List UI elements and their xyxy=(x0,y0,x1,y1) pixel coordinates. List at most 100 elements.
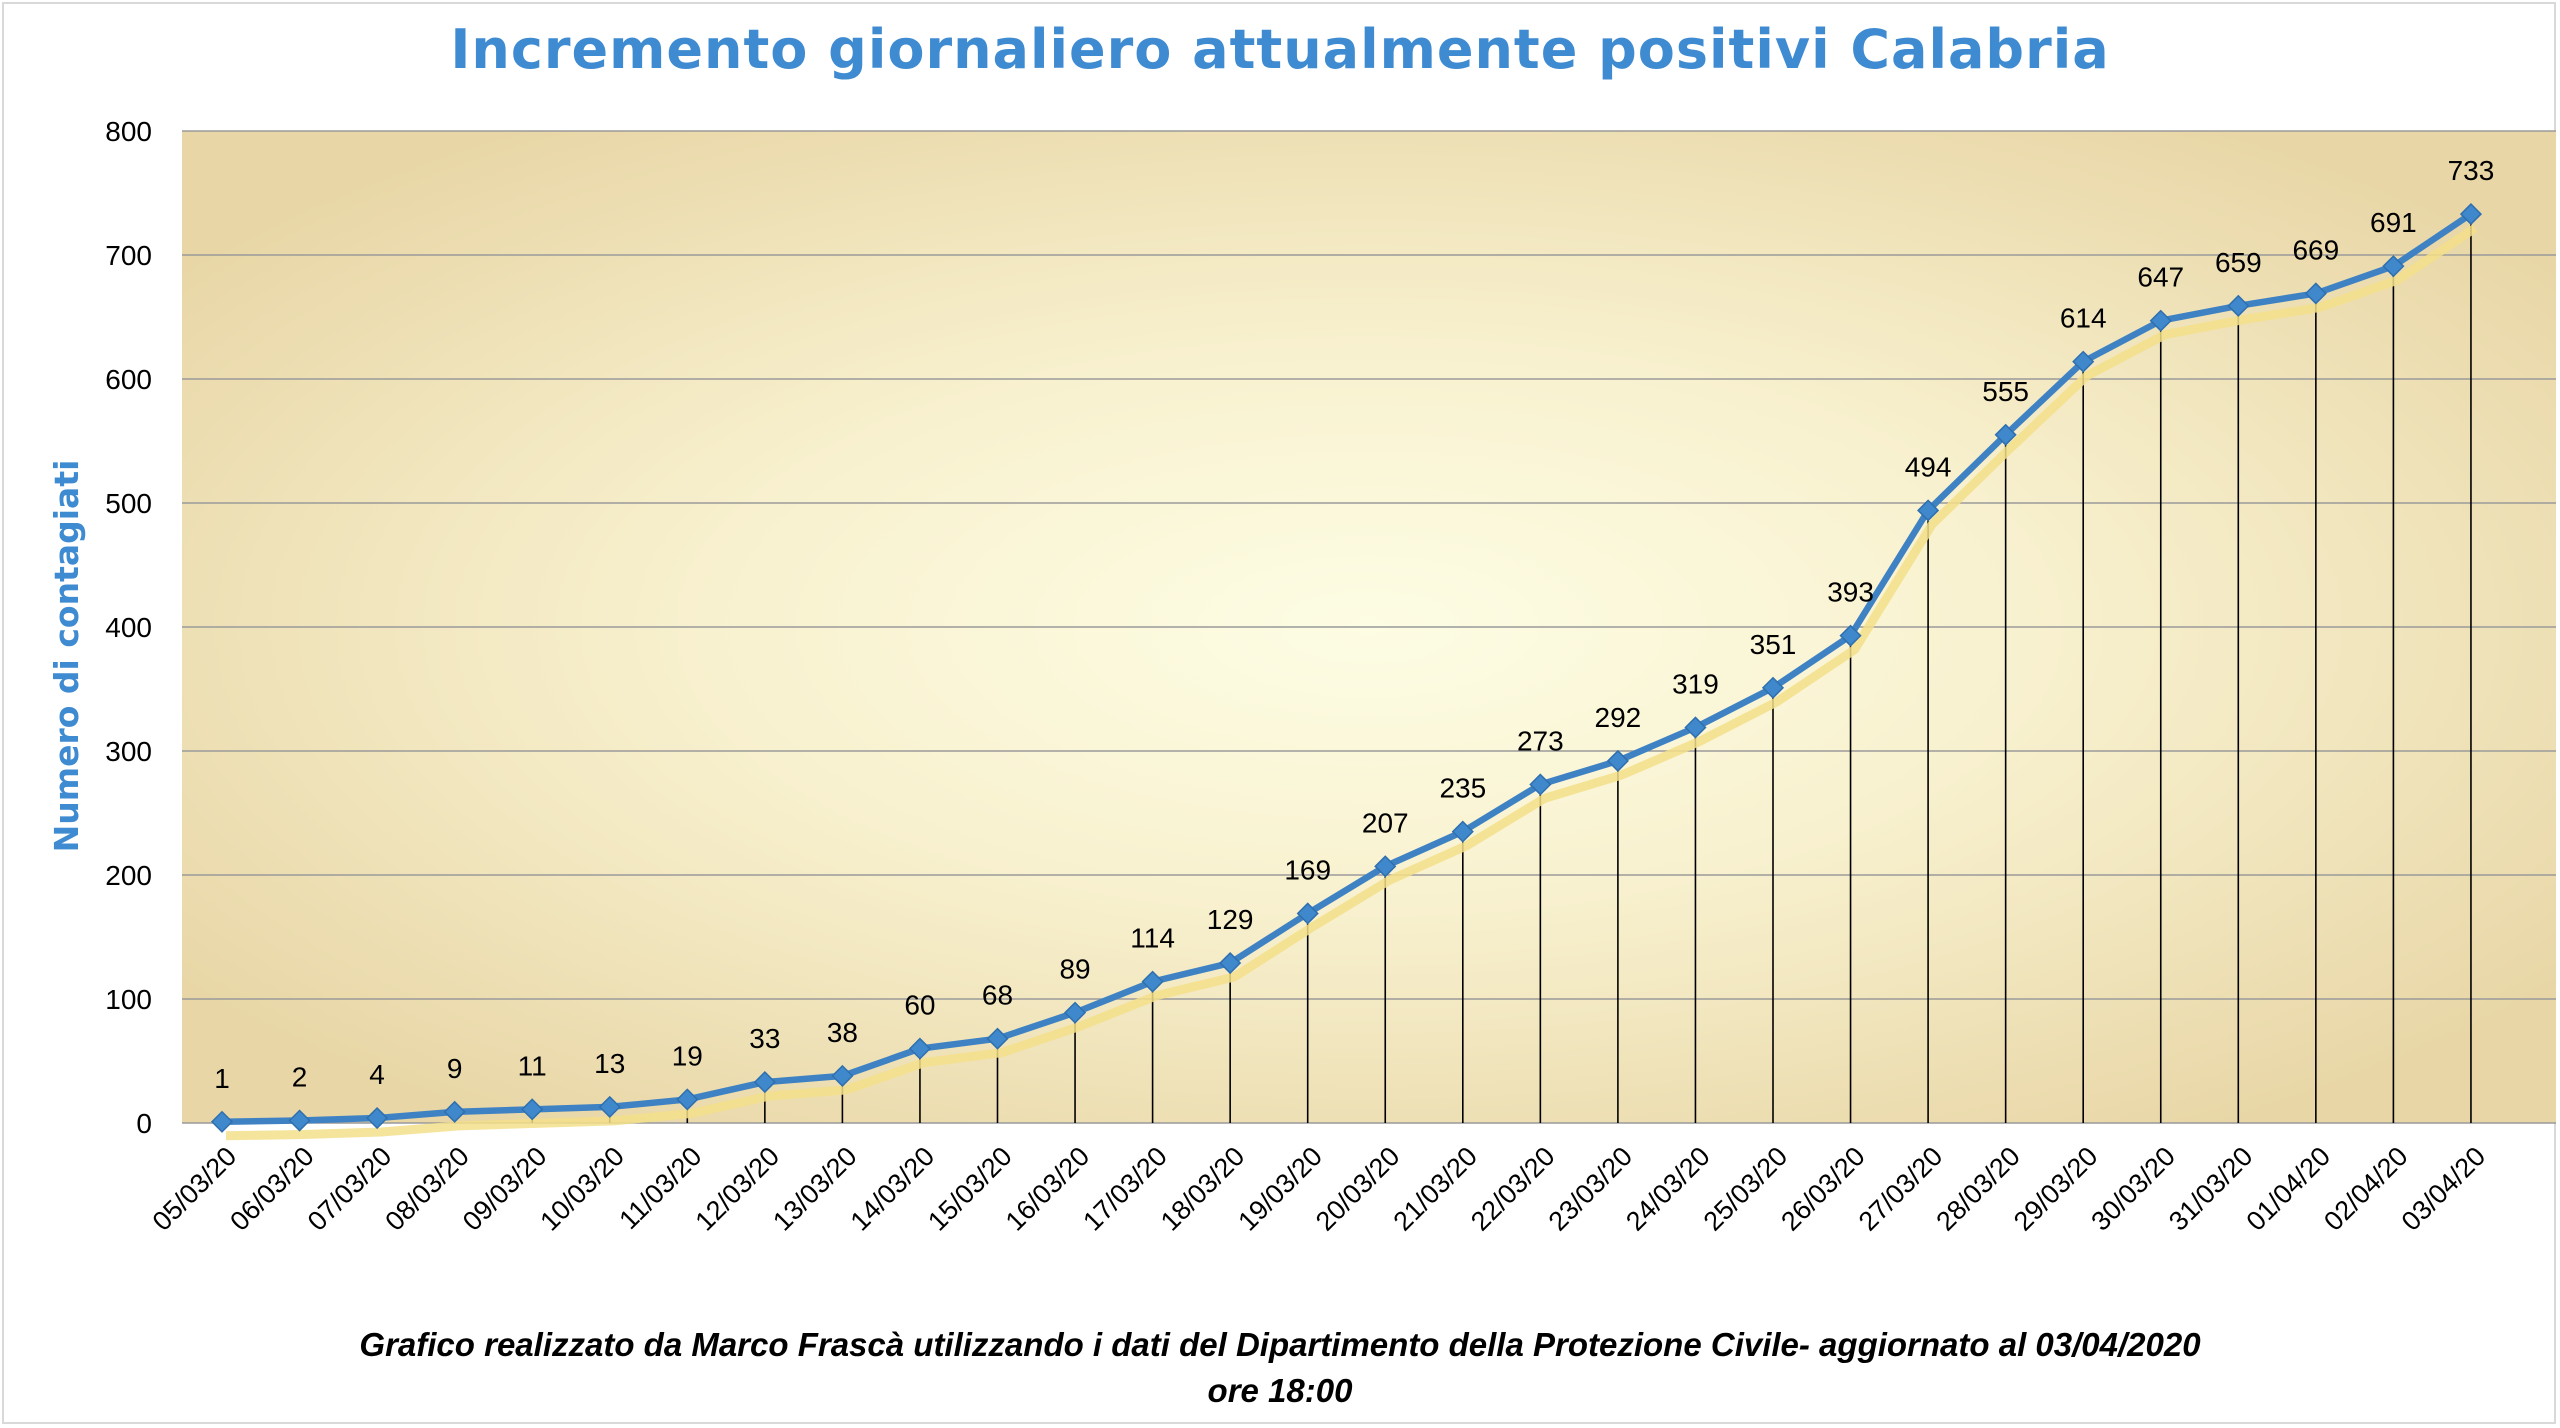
y-tick-label: 500 xyxy=(105,488,152,519)
data-label: 351 xyxy=(1750,629,1797,660)
data-point xyxy=(753,1071,776,1094)
data-point xyxy=(443,1100,466,1123)
series-markers xyxy=(210,203,2483,1133)
data-label: 89 xyxy=(1059,954,1090,985)
x-tick-label: 18/03/20 xyxy=(1155,1141,1251,1237)
data-point xyxy=(908,1037,932,1060)
x-tick-label: 19/03/20 xyxy=(1232,1141,1328,1237)
series-shadow xyxy=(225,224,2478,1141)
data-point xyxy=(1296,902,1319,925)
data-point xyxy=(2382,255,2405,278)
data-label: 733 xyxy=(2448,155,2495,186)
x-tick-label: 13/03/20 xyxy=(767,1141,863,1237)
x-tick-label: 11/03/20 xyxy=(613,1141,707,1235)
data-point xyxy=(1141,970,1164,993)
x-tick-label: 02/04/20 xyxy=(2318,1141,2414,1237)
x-tick-label: 12/03/20 xyxy=(690,1141,786,1237)
x-tick-label: 30/03/20 xyxy=(2085,1141,2181,1237)
chart-title: Incremento giornaliero attualmente posit… xyxy=(450,18,2110,81)
x-tick-label: 10/03/20 xyxy=(534,1141,630,1237)
data-label: 33 xyxy=(749,1023,780,1054)
data-label: 129 xyxy=(1207,904,1254,935)
data-point xyxy=(2149,309,2172,332)
y-tick-label: 100 xyxy=(105,984,152,1015)
data-point xyxy=(1374,855,1397,878)
data-label: 114 xyxy=(1130,923,1175,954)
data-label: 11 xyxy=(518,1050,547,1081)
footer-note: Grafico realizzato da Marco Frascà utili… xyxy=(0,1322,2560,1414)
data-label: 292 xyxy=(1595,702,1642,733)
x-tick-label: 31/03/20 xyxy=(2163,1141,2259,1237)
data-label: 235 xyxy=(1439,773,1486,804)
data-point xyxy=(210,1110,234,1133)
data-labels: 1 2 4 9 11 13 19 33 38 60 68 89 114 129 169 207 235 273 29… xyxy=(214,155,2494,1094)
y-tick-label: 0 xyxy=(136,1108,152,1139)
x-tick-label: 14/03/20 xyxy=(845,1141,941,1237)
data-label: 647 xyxy=(2137,262,2184,293)
data-point xyxy=(676,1088,699,1111)
data-point xyxy=(1839,624,1862,647)
x-tick-label: 01/04/20 xyxy=(2241,1141,2337,1237)
data-label: 2 xyxy=(292,1062,308,1093)
data-label: 60 xyxy=(904,990,935,1021)
data-point xyxy=(1994,423,2017,446)
series-shadow-line xyxy=(225,224,2478,1141)
x-tick-label: 24/03/20 xyxy=(1620,1141,1716,1237)
data-point xyxy=(366,1106,389,1130)
data-point xyxy=(2227,294,2250,317)
data-point xyxy=(1761,676,1785,699)
data-point xyxy=(2072,350,2095,373)
x-tick-label: 05/03/20 xyxy=(147,1141,243,1237)
data-label: 169 xyxy=(1284,854,1331,885)
data-label: 207 xyxy=(1362,807,1409,838)
data-point xyxy=(1219,951,1242,975)
y-tick-labels: 0 100 200 300 400 500 600 700 800 xyxy=(105,116,152,1139)
data-label: 691 xyxy=(2370,207,2417,238)
data-label: 1 xyxy=(214,1063,230,1094)
footer-line-1: Grafico realizzato da Marco Frascà utili… xyxy=(359,1326,2201,1363)
series-line-path xyxy=(221,211,2473,1126)
data-label: 669 xyxy=(2292,234,2339,265)
x-tick-label: 20/03/20 xyxy=(1310,1141,1406,1237)
footer-line-2: ore 18:00 xyxy=(1207,1372,1353,1409)
x-tick-label: 09/03/20 xyxy=(457,1141,553,1237)
data-label: 659 xyxy=(2215,247,2262,278)
data-label: 319 xyxy=(1672,668,1719,699)
data-label: 4 xyxy=(369,1059,385,1090)
data-point xyxy=(1606,749,1629,772)
x-tick-label: 07/03/20 xyxy=(302,1141,398,1237)
y-tick-label: 600 xyxy=(105,364,152,395)
data-label: 68 xyxy=(982,980,1013,1011)
data-label: 494 xyxy=(1905,451,1952,482)
x-tick-label: 23/03/20 xyxy=(1543,1141,1639,1237)
data-label: 273 xyxy=(1517,725,1564,756)
y-tick-label: 800 xyxy=(105,116,152,147)
y-tick-label: 300 xyxy=(105,736,152,767)
x-tick-label: 06/03/20 xyxy=(224,1141,320,1237)
x-tick-labels: 05/03/2006/03/2007/03/2008/03/2009/03/20… xyxy=(147,1141,2491,1237)
data-point xyxy=(986,1027,1009,1050)
data-point xyxy=(521,1098,544,1121)
data-point xyxy=(1451,820,1474,843)
y-axis-label: Numero di contagiati xyxy=(47,460,86,853)
data-point xyxy=(1917,499,1940,522)
data-point xyxy=(288,1109,311,1132)
data-label: 9 xyxy=(447,1053,463,1084)
x-tick-label: 27/03/20 xyxy=(1853,1141,1949,1237)
data-label: 38 xyxy=(827,1017,858,1048)
y-tick-label: 400 xyxy=(105,612,152,643)
x-tick-label: 28/03/20 xyxy=(1930,1141,2026,1237)
x-tick-label: 22/03/20 xyxy=(1465,1141,1561,1237)
x-tick-label: 26/03/20 xyxy=(1775,1141,1871,1237)
series-line xyxy=(221,211,2473,1126)
data-point xyxy=(831,1064,854,1087)
data-point xyxy=(598,1095,621,1118)
x-tick-label: 17/03/20 xyxy=(1077,1141,1173,1237)
data-point xyxy=(1529,773,1552,796)
x-tick-label: 15/03/20 xyxy=(922,1141,1018,1237)
y-tick-label: 700 xyxy=(105,240,152,271)
data-point xyxy=(1684,716,1707,739)
x-tick-label: 16/03/20 xyxy=(1000,1141,1096,1237)
data-label: 13 xyxy=(594,1048,625,1079)
